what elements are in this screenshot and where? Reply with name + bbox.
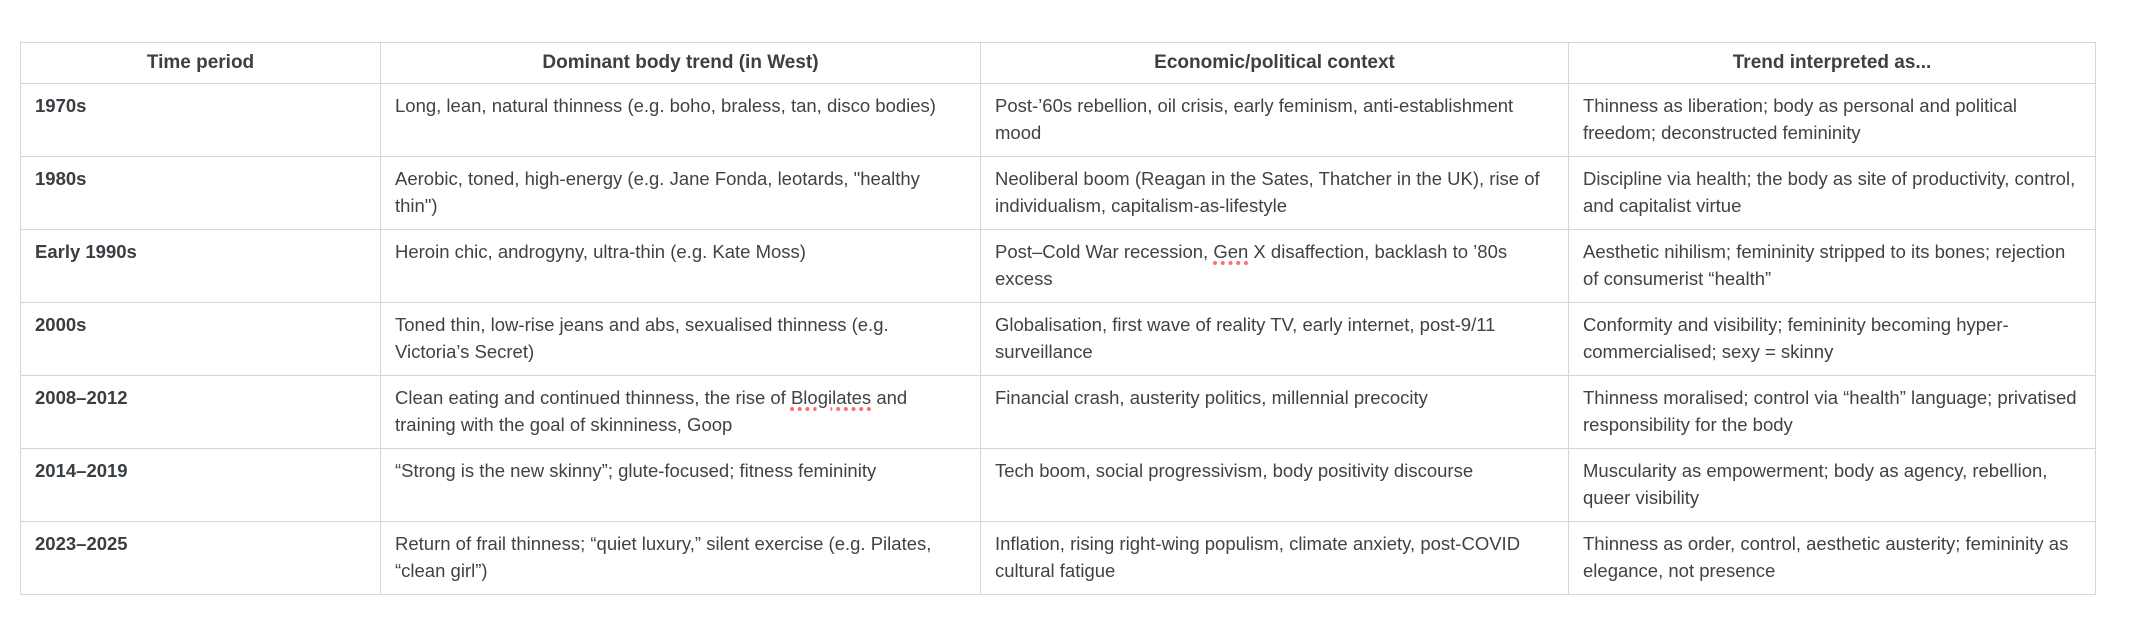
cell-context: Post–Cold War recession, Gen X disaffect… [980,229,1569,303]
table-row-2008-2012: 2008–2012 Clean eating and continued thi… [20,375,2096,449]
cell-context: Financial crash, austerity politics, mil… [980,375,1569,449]
table-row-1980s: 1980s Aerobic, toned, high-energy (e.g. … [20,156,2096,230]
cell-period: 1980s [20,156,381,230]
cell-interpretation: Conformity and visibility; femininity be… [1568,302,2096,376]
cell-trend: Return of frail thinness; “quiet luxury,… [380,521,981,595]
header-row: Time period Dominant body trend (in West… [20,42,2096,84]
cell-context: Inflation, rising right-wing populism, c… [980,521,1569,595]
cell-period: 1970s [20,83,381,157]
column-header-dominant-body-trend: Dominant body trend (in West) [380,42,981,84]
table-row-2023-2025: 2023–2025 Return of frail thinness; “qui… [20,521,2096,595]
body-trends-table: Time period Dominant body trend (in West… [20,42,2096,595]
column-header-time-period: Time period [20,42,381,84]
cell-period: 2008–2012 [20,375,381,449]
cell-period: 2023–2025 [20,521,381,595]
cell-interpretation: Thinness moralised; control via “health”… [1568,375,2096,449]
table-body: 1970s Long, lean, natural thinness (e.g.… [20,83,2096,595]
cell-period: Early 1990s [20,229,381,303]
table-row-2000s: 2000s Toned thin, low-rise jeans and abs… [20,302,2096,376]
cell-interpretation: Aesthetic nihilism; femininity stripped … [1568,229,2096,303]
cell-interpretation: Thinness as order, control, aesthetic au… [1568,521,2096,595]
cell-trend: Clean eating and continued thinness, the… [380,375,981,449]
table-row-2014-2019: 2014–2019 “Strong is the new skinny”; gl… [20,448,2096,522]
cell-trend: Aerobic, toned, high-energy (e.g. Jane F… [380,156,981,230]
cell-context: Neoliberal boom (Reagan in the Sates, Th… [980,156,1569,230]
cell-period: 2000s [20,302,381,376]
cell-context: Post-’60s rebellion, oil crisis, early f… [980,83,1569,157]
table-row-early-1990s: Early 1990s Heroin chic, androgyny, ultr… [20,229,2096,303]
column-header-economic-political-context: Economic/political context [980,42,1569,84]
cell-trend: “Strong is the new skinny”; glute-focuse… [380,448,981,522]
cell-interpretation: Thinness as liberation; body as personal… [1568,83,2096,157]
misspelled-word: Gen [1213,241,1249,262]
column-header-trend-interpreted-as: Trend interpreted as... [1568,42,2096,84]
cell-interpretation: Muscularity as empowerment; body as agen… [1568,448,2096,522]
cell-context: Globalisation, first wave of reality TV,… [980,302,1569,376]
cell-context: Tech boom, social progressivism, body po… [980,448,1569,522]
cell-period: 2014–2019 [20,448,381,522]
table-header: Time period Dominant body trend (in West… [20,42,2096,84]
table-row-1970s: 1970s Long, lean, natural thinness (e.g.… [20,83,2096,157]
cell-interpretation: Discipline via health; the body as site … [1568,156,2096,230]
cell-trend: Long, lean, natural thinness (e.g. boho,… [380,83,981,157]
misspelled-word: Blogilates [790,387,872,408]
cell-trend: Heroin chic, androgyny, ultra-thin (e.g.… [380,229,981,303]
cell-trend: Toned thin, low-rise jeans and abs, sexu… [380,302,981,376]
